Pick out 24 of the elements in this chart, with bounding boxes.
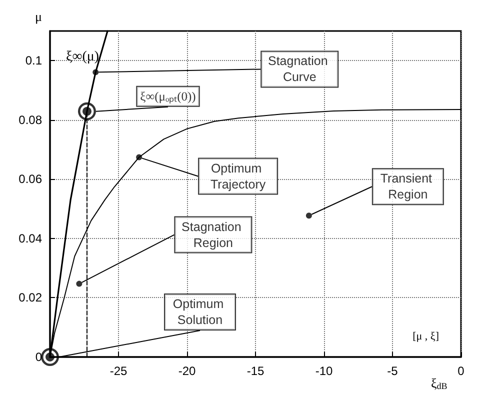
annotation: Optimum Trajectory (210, 161, 266, 192)
x-tick-label: -25 (110, 364, 128, 378)
annotation: Transient Region (380, 172, 436, 202)
point (136, 154, 142, 160)
y-axis-title: μ (35, 9, 42, 24)
y-tick-label: 0.06 (18, 172, 42, 186)
annotation: Optimum Solution (172, 297, 228, 327)
annotation: ξ∞(μₒₚₜ(0)) (140, 89, 196, 104)
annotation: Stagnation Region (182, 220, 245, 250)
point (78, 102, 96, 120)
y-tick-label: 0 (35, 350, 42, 364)
y-tick-label: 0.1 (25, 54, 42, 68)
x-tick-label: -15 (246, 364, 264, 378)
y-tick-label: 0.08 (18, 112, 42, 127)
x-tick-label: -10 (315, 364, 333, 378)
annotation: ξ∞(μ) (66, 50, 100, 64)
point (41, 348, 59, 366)
annotation: [μ , ξ] (412, 330, 440, 342)
x-tick-label: 0 (458, 364, 465, 378)
y-tick-label: 0.04 (18, 231, 42, 246)
annotation: Stagnation Curve (268, 54, 332, 84)
y-tick-label: 0.02 (18, 290, 42, 305)
x-tick-label: -20 (178, 364, 196, 378)
x-tick-label: -5 (387, 364, 398, 378)
